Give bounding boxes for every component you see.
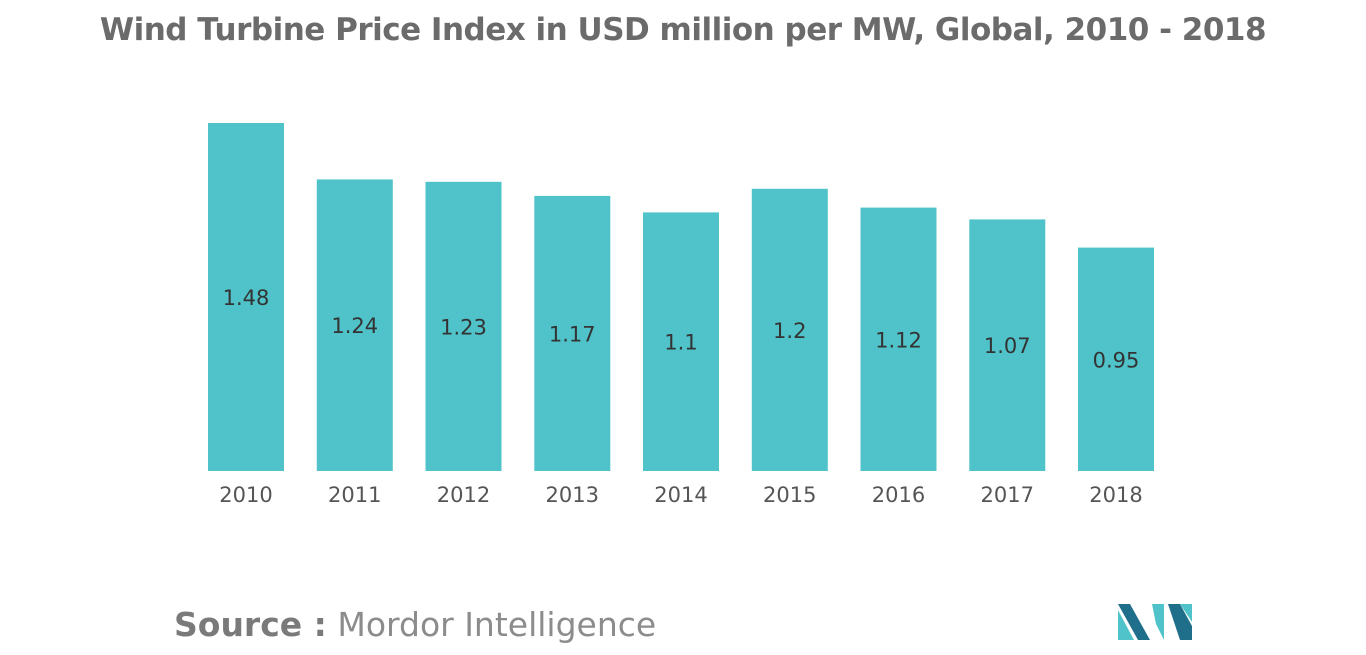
value-label-2015: 1.2 bbox=[773, 319, 806, 343]
mordor-intelligence-logo-icon bbox=[1118, 604, 1192, 640]
bar-2012 bbox=[425, 181, 502, 472]
value-labels-group: 1.48 1.24 1.23 1.17 1.1 1.2 1.12 1.07 0.95 bbox=[223, 286, 1140, 372]
x-tick-label-2016: 2016 bbox=[872, 483, 925, 507]
bar-2017 bbox=[969, 219, 1046, 471]
bar-2018 bbox=[1078, 247, 1154, 471]
value-label-2016: 1.12 bbox=[875, 328, 922, 352]
x-tick-label-2011: 2011 bbox=[328, 483, 381, 507]
bar-2013 bbox=[534, 195, 611, 471]
value-label-2010: 1.48 bbox=[223, 286, 270, 310]
bars-group bbox=[208, 123, 1154, 472]
logo-shape-right bbox=[1168, 604, 1192, 640]
x-axis-tick-labels: 2010 2011 2012 2013 2014 2015 2016 2017 2018 bbox=[219, 483, 1142, 507]
bar-2010 bbox=[208, 123, 284, 471]
logo-shape-left-fill bbox=[1118, 610, 1134, 640]
bar-2016 bbox=[860, 207, 937, 471]
value-label-2012: 1.23 bbox=[440, 315, 487, 339]
logo-shape-left bbox=[1118, 604, 1150, 640]
bar-2011 bbox=[316, 179, 393, 471]
source-label: Source : bbox=[174, 605, 327, 644]
bar-2015 bbox=[751, 188, 828, 472]
x-tick-label-2015: 2015 bbox=[763, 483, 816, 507]
bar-2014 bbox=[643, 212, 719, 471]
value-label-2011: 1.24 bbox=[331, 314, 378, 338]
value-label-2017: 1.07 bbox=[984, 334, 1031, 358]
x-tick-label-2018: 2018 bbox=[1089, 483, 1142, 507]
x-tick-label-2013: 2013 bbox=[546, 483, 599, 507]
source-value: Mordor Intelligence bbox=[337, 605, 657, 644]
x-tick-label-2014: 2014 bbox=[654, 483, 707, 507]
source-note: Source : Mordor Intelligence bbox=[174, 605, 656, 644]
x-tick-label-2017: 2017 bbox=[981, 483, 1034, 507]
logo-shape-middle bbox=[1152, 604, 1164, 640]
value-label-2018: 0.95 bbox=[1093, 348, 1140, 372]
logo-shape-right-fill bbox=[1180, 604, 1192, 622]
x-tick-label-2012: 2012 bbox=[437, 483, 490, 507]
value-label-2014: 1.1 bbox=[664, 331, 697, 355]
x-tick-label-2010: 2010 bbox=[219, 483, 272, 507]
chart-title: Wind Turbine Price Index in USD million … bbox=[99, 12, 1267, 48]
value-label-2013: 1.17 bbox=[549, 322, 596, 346]
